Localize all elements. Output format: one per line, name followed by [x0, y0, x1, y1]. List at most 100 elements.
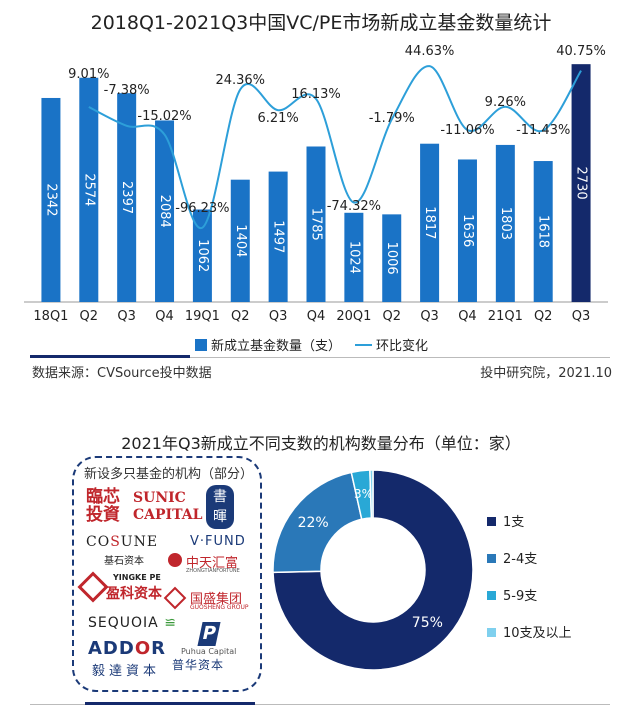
x-tick-label: Q4 [155, 309, 174, 324]
donut-slice [350, 469, 373, 521]
bar-value-label: 1817 [422, 206, 437, 239]
x-tick-label: Q3 [572, 309, 591, 324]
donut-slice [369, 469, 374, 519]
bar [306, 146, 326, 302]
x-tick-label: Q3 [117, 309, 136, 324]
x-tick-label: Q2 [80, 309, 99, 324]
x-tick-label: Q4 [307, 309, 326, 324]
qoq-value-label: 24.36% [215, 73, 265, 88]
bar-value-label: 1803 [498, 207, 513, 240]
qoq-value-label: 9.01% [68, 67, 109, 82]
bar-value-label: 2730 [574, 167, 589, 200]
bar [268, 171, 288, 302]
logo-zhongtian-en: ZHONGTIANFORTUNE [186, 568, 240, 574]
legend-line-label: 环比变化 [376, 338, 428, 354]
logo-shuhui: 書暉 [206, 485, 234, 529]
bar-value-label: 1497 [271, 220, 286, 253]
bar [192, 209, 212, 302]
bar-value-label: 1062 [195, 239, 210, 272]
x-tick-label: 18Q1 [33, 309, 68, 324]
bar [41, 97, 61, 302]
donut-legend-label: 5-9支 [503, 589, 537, 604]
divider-rule [30, 357, 610, 358]
logo-cosune-cn: 基石资本 [104, 556, 144, 567]
logo-puhua-cn: 普华资本 [172, 658, 225, 672]
qoq-value-label: -7.38% [104, 83, 150, 98]
legend-bar-label: 新成立基金数量（支） [211, 338, 341, 354]
institution-box-title: 新设多只基金的机构（部分） [84, 467, 254, 482]
donut-legend-swatch [487, 628, 496, 637]
bar [230, 179, 250, 302]
logo-cosune: COSUNE [86, 534, 159, 550]
qoq-value-label: -11.43% [516, 123, 570, 138]
bar-value-label: 1404 [233, 224, 248, 257]
logo-zhongtian-cn: 中天汇富 [186, 556, 239, 571]
qoq-change-line [88, 65, 582, 229]
bottom-rule [30, 704, 610, 705]
source-credit: 投中研究院，2021.10 [480, 366, 612, 381]
donut-legend-label: 1支 [503, 515, 524, 530]
donut-value-label: 75% [412, 615, 443, 631]
donut-slice [272, 471, 363, 574]
x-tick-label: Q2 [382, 309, 401, 324]
qoq-value-label: 44.63% [405, 44, 455, 59]
x-tick-label: Q2 [231, 309, 250, 324]
bar-value-label: 2574 [81, 173, 96, 206]
qoq-value-label: -74.32% [327, 199, 381, 214]
donut-value-label: 22% [298, 515, 329, 531]
qoq-value-label: -96.23% [175, 201, 229, 216]
x-tick-label: Q2 [534, 309, 553, 324]
bar-value-label: 1785 [309, 208, 324, 241]
x-tick-label: 20Q1 [336, 309, 371, 324]
qoq-value-label: 9.26% [485, 95, 526, 110]
donut-legend-label: 10支及以上 [503, 626, 572, 641]
donut-legend-label: 2-4支 [503, 552, 537, 567]
donut-slice [272, 469, 474, 671]
logo-puhua-en: Puhua Capital [181, 647, 237, 656]
bar [382, 214, 402, 302]
x-tick-label: Q4 [458, 309, 477, 324]
bar-value-label: 2084 [157, 195, 172, 228]
bar [495, 144, 515, 302]
logo-sequoia: SEQUOIA ≌ [88, 615, 177, 631]
bar-value-label: 2342 [43, 183, 58, 216]
logo-sunic: SUNIC CAPITAL [133, 490, 203, 523]
bar-value-label: 1618 [536, 215, 551, 248]
bottom-accent-rule [85, 702, 255, 705]
donut-legend-swatch [487, 517, 496, 526]
x-tick-label: Q3 [420, 309, 439, 324]
qoq-value-label: -1.79% [369, 111, 415, 126]
logo-addor-cn: 毅達資本 [92, 664, 161, 679]
logo-zhongtian [168, 553, 182, 567]
donut-legend-swatch [487, 554, 496, 563]
qoq-value-label: -11.06% [440, 123, 494, 138]
qoq-value-label: 6.21% [257, 111, 298, 126]
qoq-value-label: 40.75% [556, 44, 606, 59]
logo-yingke-cn: 盈科资本 [106, 586, 162, 602]
bar [117, 93, 137, 303]
x-tick-label: Q3 [269, 309, 288, 324]
logo-yingke-en: YINGKE PE [113, 573, 161, 582]
donut-value-label: 3% [354, 487, 373, 501]
chart-legend: 新成立基金数量（支） 环比变化 [195, 338, 428, 354]
fund-count-chart: 2342 18Q1 2574 Q2 2397 Q3 2084 Q4 1062 19Q1 1404 Q2… [24, 44, 608, 324]
bar-value-label: 1006 [384, 242, 399, 275]
logo-guosheng-cn: 国盛集团 [190, 592, 243, 607]
institution-box [72, 456, 262, 692]
qoq-value-label: -15.02% [137, 109, 191, 124]
bar [457, 159, 477, 302]
bar-value-label: 1636 [460, 214, 475, 247]
logo-guosheng-en: GUOSHENG GROUP [190, 604, 249, 611]
logo-addor: ADDOR [88, 638, 167, 659]
bar-value-label: 1024 [346, 241, 361, 274]
logo-linxin: 臨芯 投資 [86, 487, 120, 525]
bar-value-label: 2397 [119, 181, 134, 214]
bar [420, 143, 440, 302]
bar [344, 212, 364, 302]
donut-title: 2021年Q3新成立不同支数的机构数量分布（单位：家） [121, 434, 521, 453]
x-tick-label: 21Q1 [488, 309, 523, 324]
bar [155, 120, 175, 302]
logo-vfund: V·FUND [190, 534, 246, 549]
chart-title: 2018Q1-2021Q3中国VC/PE市场新成立基金数量统计 [90, 12, 552, 34]
qoq-value-label: 16.13% [291, 87, 341, 102]
